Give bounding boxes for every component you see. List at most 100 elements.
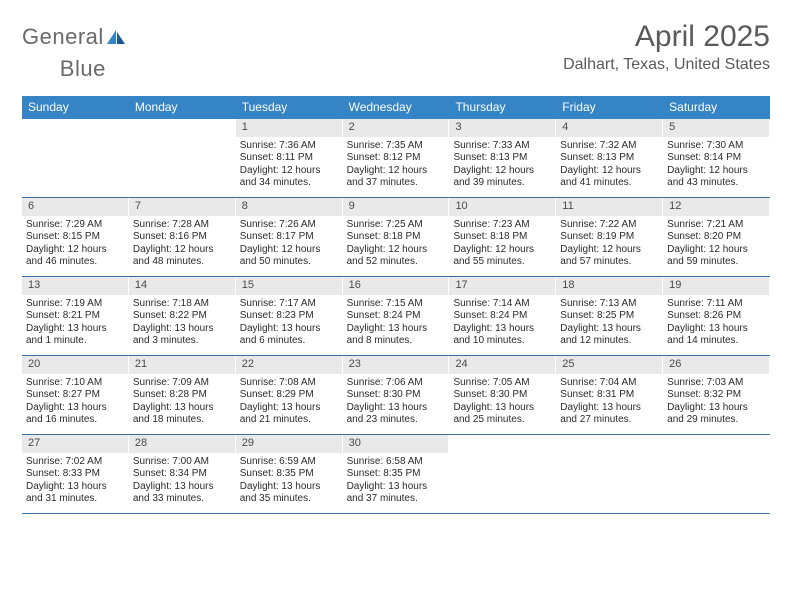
sunrise-text: Sunrise: 7:19 AM [26,298,124,311]
daylight2-text: and 59 minutes. [667,256,765,269]
daylight2-text: and 41 minutes. [560,177,658,190]
daylight1-text: Daylight: 13 hours [453,402,551,415]
day-number: 16 [343,277,449,295]
day-cell: 17Sunrise: 7:14 AMSunset: 8:24 PMDayligh… [449,277,556,355]
day-number: 21 [129,356,235,374]
day-number: 8 [236,198,342,216]
sunrise-text: Sunrise: 7:13 AM [560,298,658,311]
sunset-text: Sunset: 8:29 PM [240,389,338,402]
daylight2-text: and 16 minutes. [26,414,124,427]
daylight2-text: and 39 minutes. [453,177,551,190]
daylight2-text: and 37 minutes. [347,493,445,506]
daylight2-text: and 12 minutes. [560,335,658,348]
day-cell: 21Sunrise: 7:09 AMSunset: 8:28 PMDayligh… [129,356,236,434]
sunrise-text: Sunrise: 7:32 AM [560,140,658,153]
sunrise-text: Sunrise: 7:04 AM [560,377,658,390]
daylight1-text: Daylight: 12 hours [453,165,551,178]
day-cell: 9Sunrise: 7:25 AMSunset: 8:18 PMDaylight… [343,198,450,276]
day-number: 23 [343,356,449,374]
sunset-text: Sunset: 8:18 PM [347,231,445,244]
sunrise-text: Sunrise: 7:02 AM [26,456,124,469]
sunrise-text: Sunrise: 7:10 AM [26,377,124,390]
day-cell: 1Sunrise: 7:36 AMSunset: 8:11 PMDaylight… [236,119,343,197]
sunset-text: Sunset: 8:34 PM [133,468,231,481]
daylight2-text: and 50 minutes. [240,256,338,269]
daylight2-text: and 6 minutes. [240,335,338,348]
sunset-text: Sunset: 8:18 PM [453,231,551,244]
weekday-header-row: SundayMondayTuesdayWednesdayThursdayFrid… [22,96,770,119]
sunrise-text: Sunrise: 7:03 AM [667,377,765,390]
daylight2-text: and 29 minutes. [667,414,765,427]
day-number: 28 [129,435,235,453]
daylight2-text: and 27 minutes. [560,414,658,427]
day-cell: 14 Sunrise: 7:18 AMSunset: 8:22 PMDayligh… [129,277,236,355]
daylight1-text: Daylight: 12 hours [453,244,551,257]
daylight1-text: Daylight: 13 hours [347,402,445,415]
day-cell: 25Sunrise: 7:04 AMSunset: 8:31 PMDayligh… [556,356,663,434]
day-cell: 5Sunrise: 7:30 AMSunset: 8:14 PMDaylight… [663,119,770,197]
sunrise-text: Sunrise: 7:00 AM [133,456,231,469]
day-number: 5 [663,119,769,137]
daylight2-text: and 37 minutes. [347,177,445,190]
day-number: 3 [449,119,555,137]
day-number: 14 [129,277,235,295]
sunset-text: Sunset: 8:23 PM [240,310,338,323]
daylight1-text: Daylight: 12 hours [667,165,765,178]
day-number: 25 [556,356,662,374]
day-cell: 27Sunrise: 7:02 AMSunset: 8:33 PMDayligh… [22,435,129,513]
day-cell: 19Sunrise: 7:11 AMSunset: 8:26 PMDayligh… [663,277,770,355]
sunset-text: Sunset: 8:26 PM [667,310,765,323]
day-cell: 6Sunrise: 7:29 AMSunset: 8:15 PMDaylight… [22,198,129,276]
weekday-header: Wednesday [343,96,450,119]
daylight2-text: and 10 minutes. [453,335,551,348]
sunset-text: Sunset: 8:16 PM [133,231,231,244]
sunrise-text: Sunrise: 6:59 AM [240,456,338,469]
sunset-text: Sunset: 8:11 PM [240,152,338,165]
sunset-text: Sunset: 8:13 PM [453,152,551,165]
daylight2-text: and 18 minutes. [133,414,231,427]
sunset-text: Sunset: 8:15 PM [26,231,124,244]
sunrise-text: Sunrise: 7:06 AM [347,377,445,390]
sunset-text: Sunset: 8:17 PM [240,231,338,244]
daylight1-text: Daylight: 13 hours [667,323,765,336]
sunset-text: Sunset: 8:22 PM [133,310,231,323]
day-cell: 29Sunrise: 6:59 AMSunset: 8:35 PMDayligh… [236,435,343,513]
daylight1-text: Daylight: 12 hours [347,244,445,257]
day-cell: 12Sunrise: 7:21 AMSunset: 8:20 PMDayligh… [663,198,770,276]
day-cell-empty: . [663,435,770,513]
sail-icon [106,29,126,45]
day-number: 12 [663,198,769,216]
calendar-grid: SundayMondayTuesdayWednesdayThursdayFrid… [22,96,770,514]
sunset-text: Sunset: 8:31 PM [560,389,658,402]
day-number: 2 [343,119,449,137]
day-number: 30 [343,435,449,453]
day-number: 27 [22,435,128,453]
day-cell: 2Sunrise: 7:35 AMSunset: 8:12 PMDaylight… [343,119,450,197]
daylight1-text: Daylight: 12 hours [560,244,658,257]
weekday-header: Friday [556,96,663,119]
weekday-header: Tuesday [236,96,343,119]
daylight1-text: Daylight: 13 hours [240,402,338,415]
daylight2-text: and 55 minutes. [453,256,551,269]
daylight2-text: and 43 minutes. [667,177,765,190]
daylight2-text: and 14 minutes. [667,335,765,348]
weekday-header: Saturday [663,96,770,119]
day-number: 22 [236,356,342,374]
day-cell: 23Sunrise: 7:06 AMSunset: 8:30 PMDayligh… [343,356,450,434]
sunset-text: Sunset: 8:24 PM [453,310,551,323]
title-block: April 2025 Dalhart, Texas, United States [563,20,770,74]
brand-text-part1: General [22,24,104,50]
sunrise-text: Sunrise: 7:18 AM [133,298,231,311]
daylight2-text: and 3 minutes. [133,335,231,348]
daylight1-text: Daylight: 12 hours [667,244,765,257]
day-cell: 15Sunrise: 7:17 AMSunset: 8:23 PMDayligh… [236,277,343,355]
day-cell: 24Sunrise: 7:05 AMSunset: 8:30 PMDayligh… [449,356,556,434]
daylight2-text: and 52 minutes. [347,256,445,269]
day-cell-empty: . [449,435,556,513]
daylight2-text: and 21 minutes. [240,414,338,427]
sunset-text: Sunset: 8:32 PM [667,389,765,402]
daylight1-text: Daylight: 13 hours [133,323,231,336]
daylight2-text: and 34 minutes. [240,177,338,190]
sunrise-text: Sunrise: 7:25 AM [347,219,445,232]
daylight2-text: and 23 minutes. [347,414,445,427]
